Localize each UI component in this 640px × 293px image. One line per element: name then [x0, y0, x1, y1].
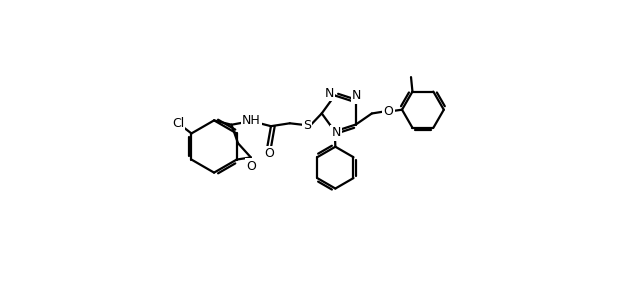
Text: O: O [384, 105, 394, 118]
Text: N: N [332, 126, 341, 139]
Text: N: N [352, 89, 362, 103]
Text: O: O [264, 147, 274, 160]
Text: Cl: Cl [172, 117, 184, 130]
Text: NH: NH [242, 114, 260, 127]
Text: O: O [246, 160, 256, 173]
Text: N: N [324, 87, 333, 100]
Text: S: S [303, 119, 311, 132]
